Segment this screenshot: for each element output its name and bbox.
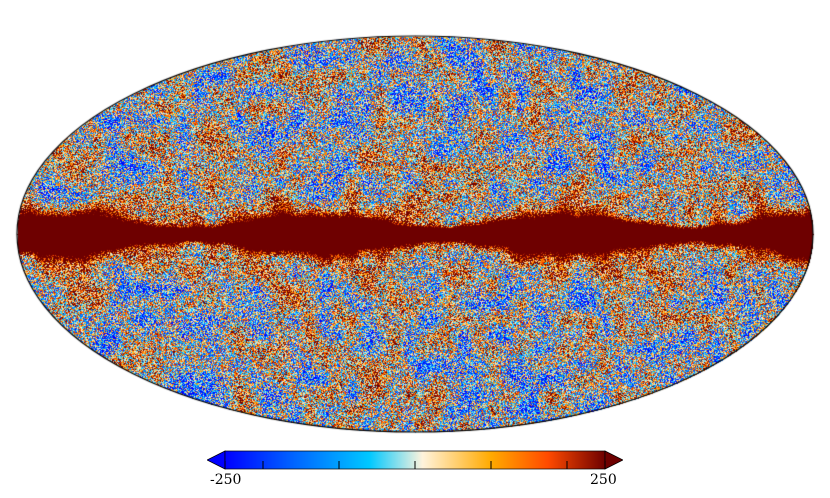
colorbar-max-label: 250 (590, 472, 617, 488)
colorbar-min-label: -250 (210, 472, 242, 488)
mollweide-sky-image (0, 0, 830, 440)
sky-map (0, 0, 830, 440)
colorbar-max-extend (604, 450, 623, 470)
colorbar-min-extend (207, 450, 226, 470)
colorbar-ticks (224, 461, 606, 469)
colorbar (207, 450, 623, 470)
